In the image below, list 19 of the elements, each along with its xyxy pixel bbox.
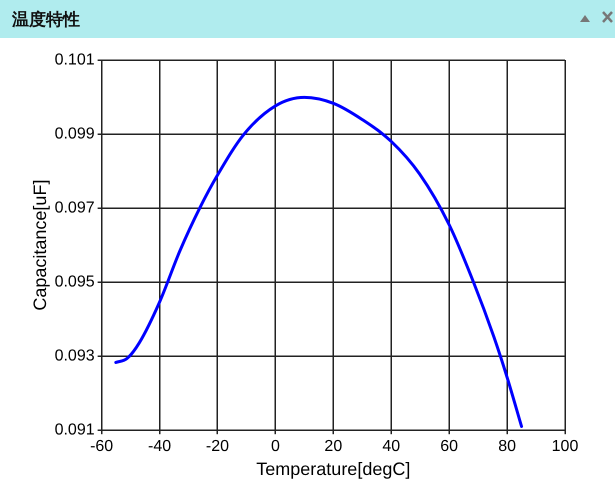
y-tick-label: 0.099 xyxy=(54,125,95,142)
line-series xyxy=(114,96,524,428)
x-tick-label: 40 xyxy=(382,438,400,456)
x-tick-label: -60 xyxy=(90,438,114,456)
y-tick-label: 0.095 xyxy=(54,274,95,291)
y-tick-label: 0.101 xyxy=(54,51,95,68)
x-tick-label: 20 xyxy=(324,438,342,456)
x-tick-label: 60 xyxy=(440,438,458,456)
y-tick-label: 0.097 xyxy=(54,199,95,216)
x-axis-title: Temperature[degC] xyxy=(256,459,410,480)
x-tick-label: 100 xyxy=(552,438,578,456)
y-tick-label: 0.093 xyxy=(54,348,95,365)
x-tick-label: -40 xyxy=(148,438,172,456)
chart-title: 温度特性 xyxy=(12,9,80,31)
y-axis-title: Capacitance[uF] xyxy=(30,180,50,311)
x-tick-label: -20 xyxy=(206,438,230,456)
y-tick-label: 0.091 xyxy=(54,422,95,439)
x-tick-label: 80 xyxy=(498,438,516,456)
x-tick-label: 0 xyxy=(270,438,280,456)
